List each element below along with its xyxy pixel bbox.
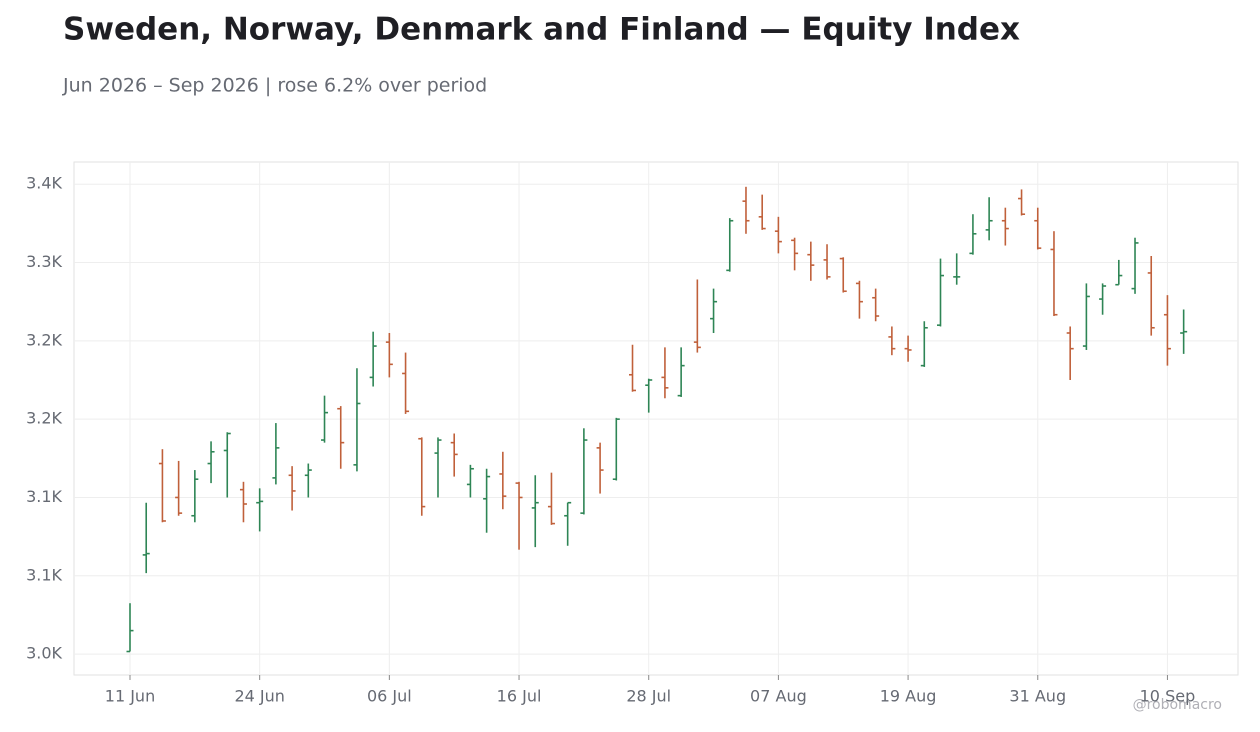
x-tick-label: 11 Jun [105,687,155,706]
y-tick-label: 3.2K [26,330,62,349]
x-tick-label: 24 Jun [234,687,284,706]
x-tick-label: 31 Aug [1009,687,1066,706]
plot-frame [73,161,1239,676]
y-tick-label: 3.1K [26,487,62,506]
x-tick-label: 28 Jul [626,687,671,706]
y-tick-label: 3.1K [26,565,62,584]
y-tick-label: 3.0K [26,644,62,663]
chart-title: Sweden, Norway, Denmark and Finland — Eq… [63,12,1020,48]
x-tick-label: 10 Sep [1140,687,1196,706]
x-tick-label: 16 Jul [497,687,542,706]
y-tick-label: 3.4K [26,174,62,193]
chart-subtitle: Jun 2026 – Sep 2026 | rose 6.2% over per… [62,75,487,97]
watermark: @robomacro [1133,697,1222,713]
y-tick-label: 3.2K [26,409,62,428]
x-tick-label: 06 Jul [367,687,412,706]
x-tick-label: 19 Aug [880,687,937,706]
y-tick-label: 3.3K [26,252,62,271]
x-tick-label: 07 Aug [750,687,807,706]
